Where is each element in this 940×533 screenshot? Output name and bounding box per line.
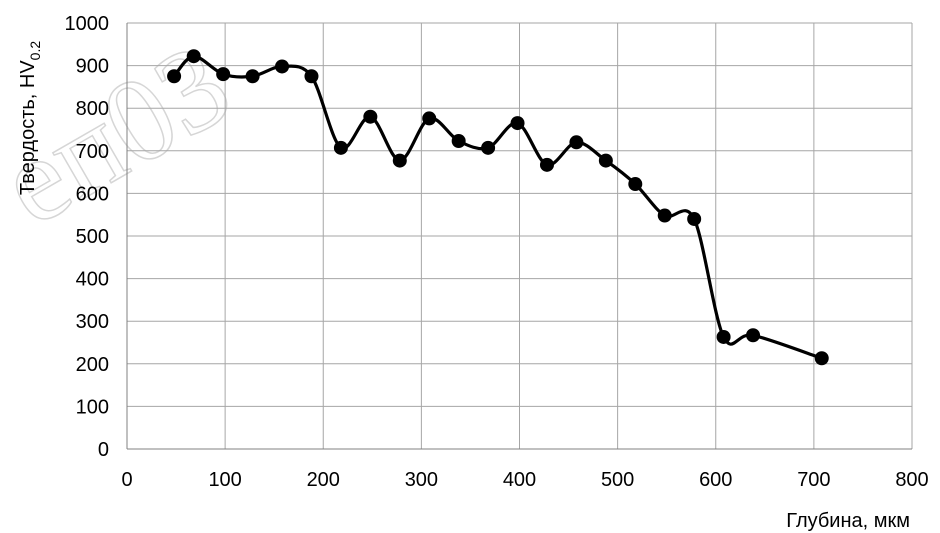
data-point — [628, 177, 643, 192]
y-axis-label-main: Твердость, HV — [17, 60, 39, 195]
x-tick-label: 700 — [797, 469, 830, 491]
y-tick-label: 300 — [76, 311, 109, 333]
y-tick-label: 200 — [76, 354, 109, 376]
x-tick-label: 400 — [503, 469, 536, 491]
x-tick-label: 100 — [208, 469, 241, 491]
y-tick-label: 800 — [76, 98, 109, 120]
data-point — [481, 140, 496, 155]
data-point — [510, 116, 525, 131]
data-point — [363, 109, 378, 124]
data-point — [657, 208, 672, 223]
data-point — [451, 134, 466, 149]
y-tick-label: 600 — [76, 183, 109, 205]
x-tick-label: 0 — [121, 469, 132, 491]
data-point — [304, 69, 319, 84]
data-point — [333, 140, 348, 155]
axes — [126, 23, 912, 450]
x-tick-labels: 0 100 200 300 400 500 600 700 800 — [121, 469, 928, 491]
data-point — [216, 67, 231, 82]
y-axis-label: Твердость, HV0.2 — [17, 41, 43, 195]
x-tick-label: 800 — [895, 469, 928, 491]
data-point — [716, 329, 731, 344]
x-tick-label: 200 — [307, 469, 340, 491]
y-axis-label-subscript: 0.2 — [27, 41, 43, 61]
y-tick-label: 400 — [76, 269, 109, 291]
data-point — [392, 153, 407, 168]
data-point — [186, 49, 201, 64]
data-point — [422, 111, 437, 126]
y-tick-labels: 0 100 200 300 400 500 600 700 800 900 1000 — [65, 13, 110, 461]
data-point — [687, 211, 702, 226]
data-point — [598, 153, 613, 168]
x-axis-label: Глубина, мкм — [786, 510, 910, 532]
x-tick-label: 500 — [601, 469, 634, 491]
data-point — [539, 157, 554, 172]
data-point — [814, 351, 829, 366]
x-tick-label: 300 — [405, 469, 438, 491]
y-tick-label: 1000 — [65, 13, 110, 35]
x-tick-label: 600 — [699, 469, 732, 491]
y-tick-label: 900 — [76, 56, 109, 78]
y-tick-label: 700 — [76, 141, 109, 163]
data-point — [167, 69, 182, 84]
series-line — [172, 54, 824, 360]
data-point — [245, 69, 260, 84]
y-tick-label: 0 — [98, 439, 109, 461]
gridlines — [127, 22, 913, 449]
y-tick-label: 500 — [76, 226, 109, 248]
y-tick-label: 100 — [76, 396, 109, 418]
data-point — [569, 135, 584, 150]
data-point — [275, 59, 290, 74]
series-group — [167, 49, 829, 366]
data-point — [746, 328, 761, 343]
